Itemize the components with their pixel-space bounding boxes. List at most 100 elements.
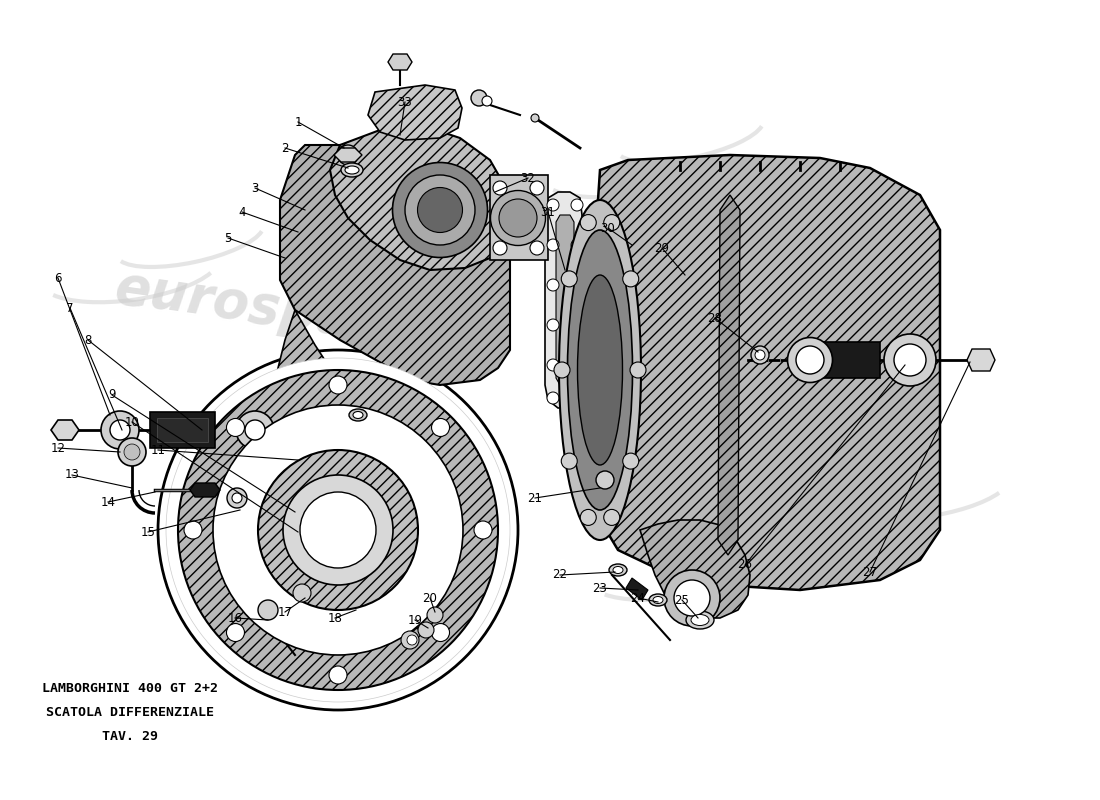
Text: 5: 5	[224, 231, 232, 245]
Circle shape	[418, 622, 434, 638]
Circle shape	[561, 453, 578, 469]
Circle shape	[283, 475, 393, 585]
Text: SCATOLA DIFFERENZIALE: SCATOLA DIFFERENZIALE	[46, 706, 214, 718]
Circle shape	[431, 623, 450, 642]
Polygon shape	[282, 380, 342, 470]
Circle shape	[623, 453, 639, 469]
Circle shape	[630, 362, 646, 378]
Text: 7: 7	[66, 302, 74, 314]
Ellipse shape	[609, 564, 627, 576]
Text: 14: 14	[100, 495, 116, 509]
Circle shape	[581, 510, 596, 526]
Circle shape	[530, 241, 544, 255]
Ellipse shape	[649, 594, 667, 606]
Circle shape	[596, 471, 614, 489]
Text: 1: 1	[295, 115, 301, 129]
Text: 26: 26	[737, 558, 752, 571]
Circle shape	[227, 623, 244, 642]
Ellipse shape	[796, 346, 824, 374]
Text: 2: 2	[282, 142, 288, 154]
Circle shape	[547, 359, 559, 371]
Circle shape	[547, 279, 559, 291]
Circle shape	[118, 438, 146, 466]
Circle shape	[166, 358, 510, 702]
Circle shape	[530, 181, 544, 195]
Circle shape	[571, 359, 583, 371]
Circle shape	[493, 241, 507, 255]
Circle shape	[604, 214, 619, 230]
Ellipse shape	[491, 190, 546, 246]
Circle shape	[547, 319, 559, 331]
Circle shape	[293, 584, 311, 602]
Text: 28: 28	[707, 311, 723, 325]
Text: 19: 19	[407, 614, 422, 626]
Text: 20: 20	[422, 591, 438, 605]
Ellipse shape	[559, 200, 641, 540]
Text: 32: 32	[520, 171, 536, 185]
Polygon shape	[626, 578, 648, 600]
Circle shape	[431, 418, 450, 437]
Ellipse shape	[393, 162, 487, 258]
Polygon shape	[334, 148, 362, 162]
Circle shape	[554, 362, 570, 378]
Polygon shape	[330, 128, 510, 270]
Circle shape	[300, 492, 376, 568]
Circle shape	[674, 580, 710, 616]
Polygon shape	[270, 310, 340, 450]
Ellipse shape	[578, 275, 623, 465]
Circle shape	[427, 607, 443, 623]
Text: TAV. 29: TAV. 29	[102, 730, 158, 742]
Circle shape	[547, 239, 559, 251]
Polygon shape	[51, 420, 79, 440]
Polygon shape	[157, 418, 208, 442]
Text: eurospares: eurospares	[581, 201, 918, 299]
Polygon shape	[368, 85, 462, 140]
Polygon shape	[598, 155, 940, 590]
Text: eurospares: eurospares	[111, 261, 449, 359]
Text: 25: 25	[674, 594, 690, 606]
Text: 3: 3	[251, 182, 258, 194]
Circle shape	[402, 631, 419, 649]
Circle shape	[227, 488, 248, 508]
Circle shape	[407, 635, 417, 645]
Text: 30: 30	[601, 222, 615, 234]
Ellipse shape	[418, 187, 462, 233]
Ellipse shape	[613, 566, 623, 574]
Circle shape	[493, 181, 507, 195]
Circle shape	[124, 444, 140, 460]
Circle shape	[561, 271, 578, 287]
Polygon shape	[718, 195, 740, 555]
Circle shape	[571, 239, 583, 251]
Circle shape	[755, 350, 764, 360]
Circle shape	[232, 493, 242, 503]
Ellipse shape	[236, 411, 274, 449]
Text: 13: 13	[65, 469, 79, 482]
Text: 18: 18	[328, 611, 342, 625]
Circle shape	[471, 90, 487, 106]
Text: 23: 23	[593, 582, 607, 594]
Ellipse shape	[345, 166, 359, 174]
Text: 31: 31	[540, 206, 556, 218]
Circle shape	[571, 319, 583, 331]
Text: 15: 15	[141, 526, 155, 538]
Ellipse shape	[245, 420, 265, 440]
Text: 17: 17	[277, 606, 293, 618]
Circle shape	[178, 370, 498, 690]
Circle shape	[604, 510, 619, 526]
Text: 24: 24	[630, 591, 646, 605]
Circle shape	[338, 145, 358, 165]
Ellipse shape	[894, 344, 926, 376]
Circle shape	[258, 600, 278, 620]
Ellipse shape	[691, 614, 710, 626]
Polygon shape	[190, 483, 220, 497]
Circle shape	[258, 450, 418, 610]
Text: 29: 29	[654, 242, 670, 254]
Polygon shape	[556, 215, 574, 385]
Text: 16: 16	[228, 611, 242, 625]
Circle shape	[474, 521, 492, 539]
Circle shape	[664, 570, 720, 626]
Circle shape	[571, 199, 583, 211]
Text: 4: 4	[239, 206, 245, 218]
Circle shape	[581, 214, 596, 230]
Text: 27: 27	[862, 566, 878, 578]
